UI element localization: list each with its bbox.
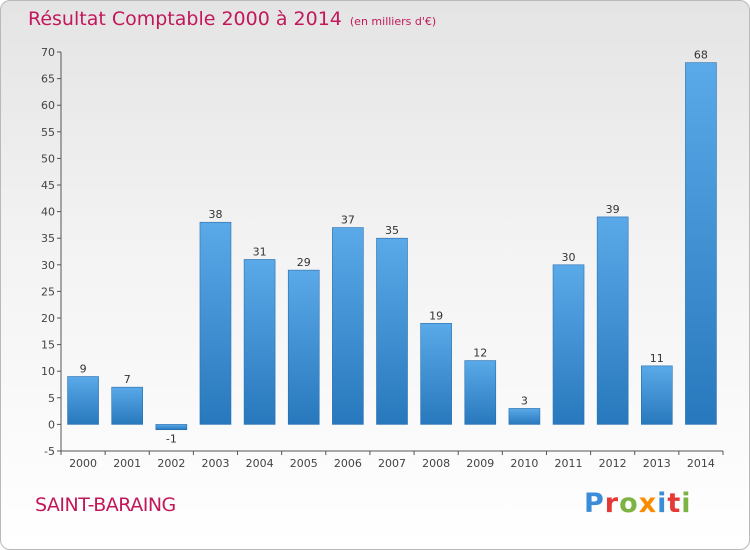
y-axis: -5 0 5 10 15 20 25 30 35 40 45 50 55 60 65 70 xyxy=(41,46,62,458)
y-tick-label: 65 xyxy=(41,73,55,86)
y-tick-label: 70 xyxy=(41,46,55,59)
bar-value-label: 19 xyxy=(429,309,443,322)
bar xyxy=(508,408,541,425)
bar xyxy=(685,62,717,425)
x-tick-label: 2009 xyxy=(466,457,494,470)
bar-value-label: 11 xyxy=(650,352,664,365)
x-tick-label: 2012 xyxy=(599,457,627,470)
x-tick-label: 2013 xyxy=(643,457,671,470)
bar xyxy=(596,216,629,425)
bar xyxy=(376,237,408,425)
y-tick-label: 45 xyxy=(41,179,55,192)
bar-value-label: 38 xyxy=(208,208,222,221)
bar xyxy=(243,259,276,425)
bar-value-label: 9 xyxy=(80,363,87,376)
bar-value-label: 29 xyxy=(297,256,311,269)
bar xyxy=(640,365,673,425)
x-tick-label: 2007 xyxy=(378,457,406,470)
chart-title: Résultat Comptable 2000 à 2014 (en millie… xyxy=(28,8,437,30)
y-tick-label: 35 xyxy=(41,232,55,245)
bar-value-label: 12 xyxy=(473,347,487,360)
y-tick-label: 55 xyxy=(41,126,55,139)
bar-value-label: 35 xyxy=(385,224,399,237)
bar xyxy=(464,360,497,425)
bar xyxy=(111,386,143,425)
y-tick-label: 15 xyxy=(41,339,55,352)
y-tick-label: 40 xyxy=(41,206,55,219)
x-tick-label: 2000 xyxy=(69,457,97,470)
x-tick-label: 2003 xyxy=(201,457,229,470)
y-tick-label: 20 xyxy=(41,312,55,325)
bar-value-label: 68 xyxy=(694,49,708,62)
bar-series xyxy=(67,62,717,431)
y-tick-label: 50 xyxy=(41,152,55,165)
bar-value-label: -1 xyxy=(166,433,177,446)
data-labels: 9 7 -1 38 31 29 37 35 19 12 3 30 39 11 68 xyxy=(80,49,708,446)
bar-value-label: 39 xyxy=(606,203,620,216)
y-tick-label: 60 xyxy=(41,99,55,112)
bar xyxy=(552,264,585,425)
bar xyxy=(420,323,452,425)
proxiti-logo[interactable]: Proxiti xyxy=(584,488,692,519)
x-tick-label: 2002 xyxy=(157,457,185,470)
chart-subtitle: (en milliers d'€) xyxy=(349,15,437,28)
x-tick-label: 2004 xyxy=(246,457,274,470)
y-tick-label: 10 xyxy=(41,365,55,378)
bar xyxy=(67,376,99,425)
x-tick-label: 2014 xyxy=(687,457,715,470)
bar xyxy=(155,424,188,431)
x-axis: 2000 2001 2002 2003 2004 2005 2006 2007 2008 2009… xyxy=(60,450,724,470)
bar xyxy=(199,221,232,425)
x-tick-label: 2011 xyxy=(555,457,583,470)
bar xyxy=(332,227,364,425)
x-tick-label: 2010 xyxy=(510,457,538,470)
x-tick-label: 2008 xyxy=(422,457,450,470)
bar xyxy=(287,269,320,425)
y-tick-label: 25 xyxy=(41,285,55,298)
bar-value-label: 7 xyxy=(124,373,131,386)
commune-name: SAINT-BARAING xyxy=(35,494,176,516)
y-tick-label: 5 xyxy=(48,392,55,405)
bar-value-label: 30 xyxy=(562,251,576,264)
bar-value-label: 3 xyxy=(521,394,528,407)
x-tick-label: 2001 xyxy=(113,457,141,470)
y-tick-label: 0 xyxy=(48,418,55,431)
y-tick-label: 30 xyxy=(41,259,55,272)
y-tick-label: -5 xyxy=(44,445,55,458)
x-tick-label: 2006 xyxy=(334,457,362,470)
bar-value-label: 37 xyxy=(341,214,355,227)
x-tick-label: 2005 xyxy=(290,457,318,470)
bar-value-label: 31 xyxy=(253,245,267,258)
